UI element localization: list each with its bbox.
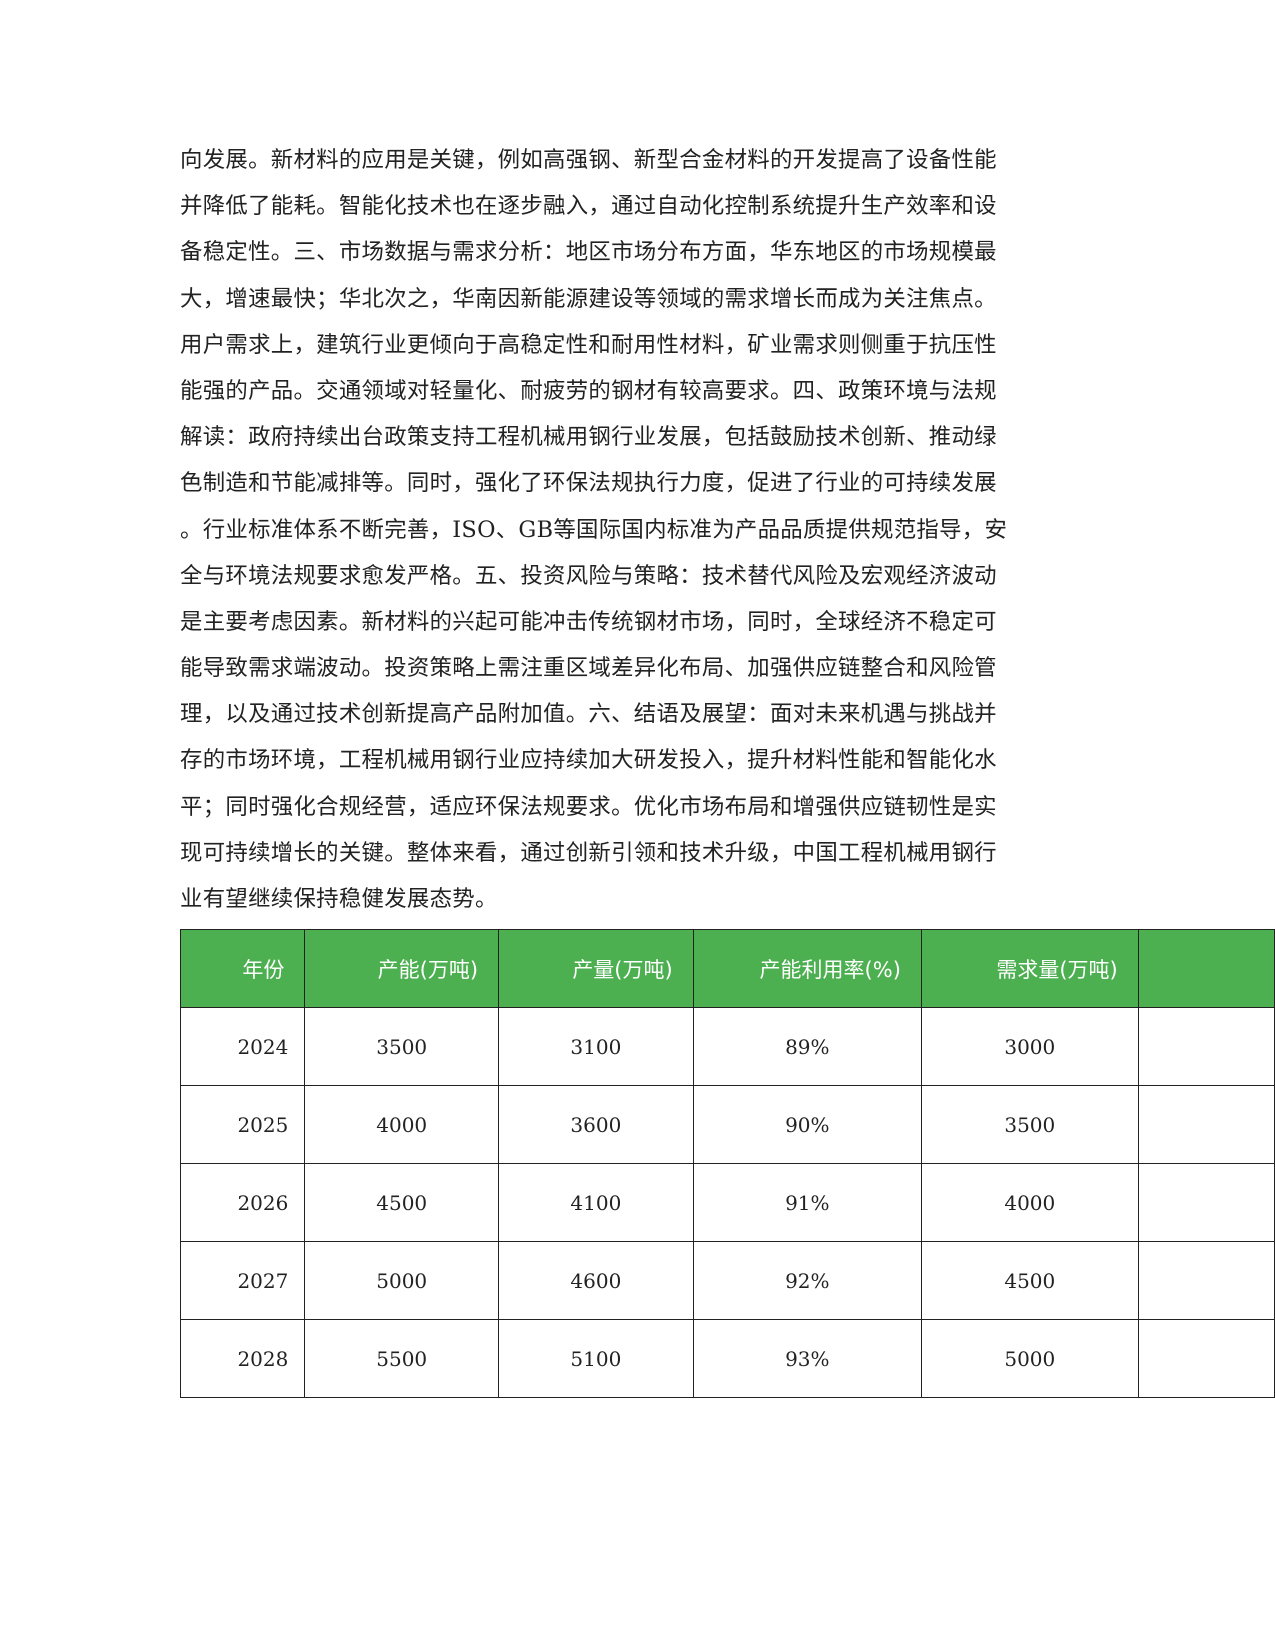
table-cell: 3500 [304, 1007, 500, 1086]
table-cell: 4100 [498, 1163, 694, 1242]
table-row: 2026 4500 4100 91% 4000 [179, 1163, 1275, 1242]
column-header: 产量(万吨) [498, 929, 694, 1008]
table-row: 2028 5500 5100 93% 5000 [179, 1319, 1275, 1398]
table-cell: 5000 [304, 1241, 500, 1320]
table-cell [1137, 1163, 1275, 1242]
text-line: 。行业标准体系不断完善，ISO、GB等国际国内标准为产品品质提供规范指导，安 [180, 516, 1008, 543]
table-cell: 3600 [498, 1085, 694, 1164]
table-cell: 91% [692, 1163, 922, 1242]
body-text: 向发展。新材料的应用是关键，例如高强钢、新型合金材料的开发提高了设备性能 并降低了… [180, 140, 1080, 925]
table-cell: 3500 [920, 1085, 1139, 1164]
table-cell: 4500 [920, 1241, 1139, 1320]
table-cell: 93% [692, 1319, 922, 1398]
text-line: 现可持续增长的关键。整体来看，通过创新引领和技术升级，中国工程机械用钢行 [180, 839, 997, 866]
text-line: 备稳定性。三、市场数据与需求分析：地区市场分布方面，华东地区的市场规模最 [180, 239, 997, 266]
table-cell: 3000 [920, 1007, 1139, 1086]
column-header: 需求量(万吨) [920, 929, 1139, 1008]
table-cell: 4500 [304, 1163, 500, 1242]
text-line: 向发展。新材料的应用是关键，例如高强钢、新型合金材料的开发提高了设备性能 [180, 147, 997, 173]
table-cell: 5100 [498, 1319, 694, 1398]
table-header-row: 年份 产能(万吨) 产量(万吨) 产能利用率(%) 需求量(万吨) [179, 929, 1275, 1008]
text-line: 用户需求上，建筑行业更倾向于高稳定性和耐用性材料，矿业需求则侧重于抗压性 [180, 331, 997, 358]
text-line: 平；同时强化合规经营，适应环保法规要求。优化市场布局和增强供应链韧性是实 [180, 793, 997, 820]
table-cell [1137, 1319, 1275, 1398]
column-header: 产能(万吨) [304, 929, 500, 1008]
table-cell: 2025 [179, 1085, 306, 1164]
text-line: 存的市场环境，工程机械用钢行业应持续加大研发投入，提升材料性能和智能化水 [180, 747, 997, 774]
text-line: 是主要考虑因素。新材料的兴起可能冲击传统钢材市场，同时，全球经济不稳定可 [180, 608, 997, 635]
table-cell [1137, 1007, 1275, 1086]
table-row: 2024 3500 3100 89% 3000 [179, 1007, 1275, 1086]
table-row: 2025 4000 3600 90% 3500 [179, 1085, 1275, 1164]
table-cell: 4000 [304, 1085, 500, 1164]
table-cell: 5000 [920, 1319, 1139, 1398]
column-header [1137, 929, 1275, 1008]
table-cell: 2024 [179, 1007, 306, 1086]
text-line: 解读：政府持续出台政策支持工程机械用钢行业发展，包括鼓励技术创新、推动绿 [180, 424, 997, 451]
column-header: 产能利用率(%) [692, 929, 922, 1008]
table-cell: 4000 [920, 1163, 1139, 1242]
table-cell: 4600 [498, 1241, 694, 1320]
table-cell [1137, 1085, 1275, 1164]
table-cell: 2027 [179, 1241, 306, 1320]
table-cell: 2028 [179, 1319, 306, 1398]
text-line: 大，增速最快；华北次之，华南因新能源建设等领域的需求增长而成为关注焦点。 [180, 285, 997, 312]
table-cell: 3100 [498, 1007, 694, 1086]
table-cell: 92% [692, 1241, 922, 1320]
text-line: 能强的产品。交通领域对轻量化、耐疲劳的钢材有较高要求。四、政策环境与法规 [180, 377, 997, 404]
table-cell [1137, 1241, 1275, 1320]
text-line: 理，以及通过技术创新提高产品附加值。六、结语及展望：面对未来机遇与挑战并 [180, 701, 997, 728]
column-header: 年份 [179, 929, 306, 1008]
table-cell: 89% [692, 1007, 922, 1086]
text-line: 色制造和节能减排等。同时，强化了环保法规执行力度，促进了行业的可持续发展 [180, 470, 997, 497]
table-cell: 90% [692, 1085, 922, 1164]
table-cell: 5500 [304, 1319, 500, 1398]
text-line: 并降低了能耗。智能化技术也在逐步融入，通过自动化控制系统提升生产效率和设 [180, 193, 997, 220]
table-cell: 2026 [179, 1163, 306, 1242]
table-row: 2027 5000 4600 92% 4500 [179, 1241, 1275, 1320]
capacity-table: 年份 产能(万吨) 产量(万吨) 产能利用率(%) 需求量(万吨) 2024 3500 31… [179, 929, 1275, 1398]
text-line: 全与环境法规要求愈发严格。五、投资风险与策略：技术替代风险及宏观经济波动 [180, 562, 997, 589]
text-line: 业有望继续保持稳健发展态势。 [180, 886, 498, 912]
text-line: 能导致需求端波动。投资策略上需注重区域差异化布局、加强供应链整合和风险管 [180, 655, 997, 682]
